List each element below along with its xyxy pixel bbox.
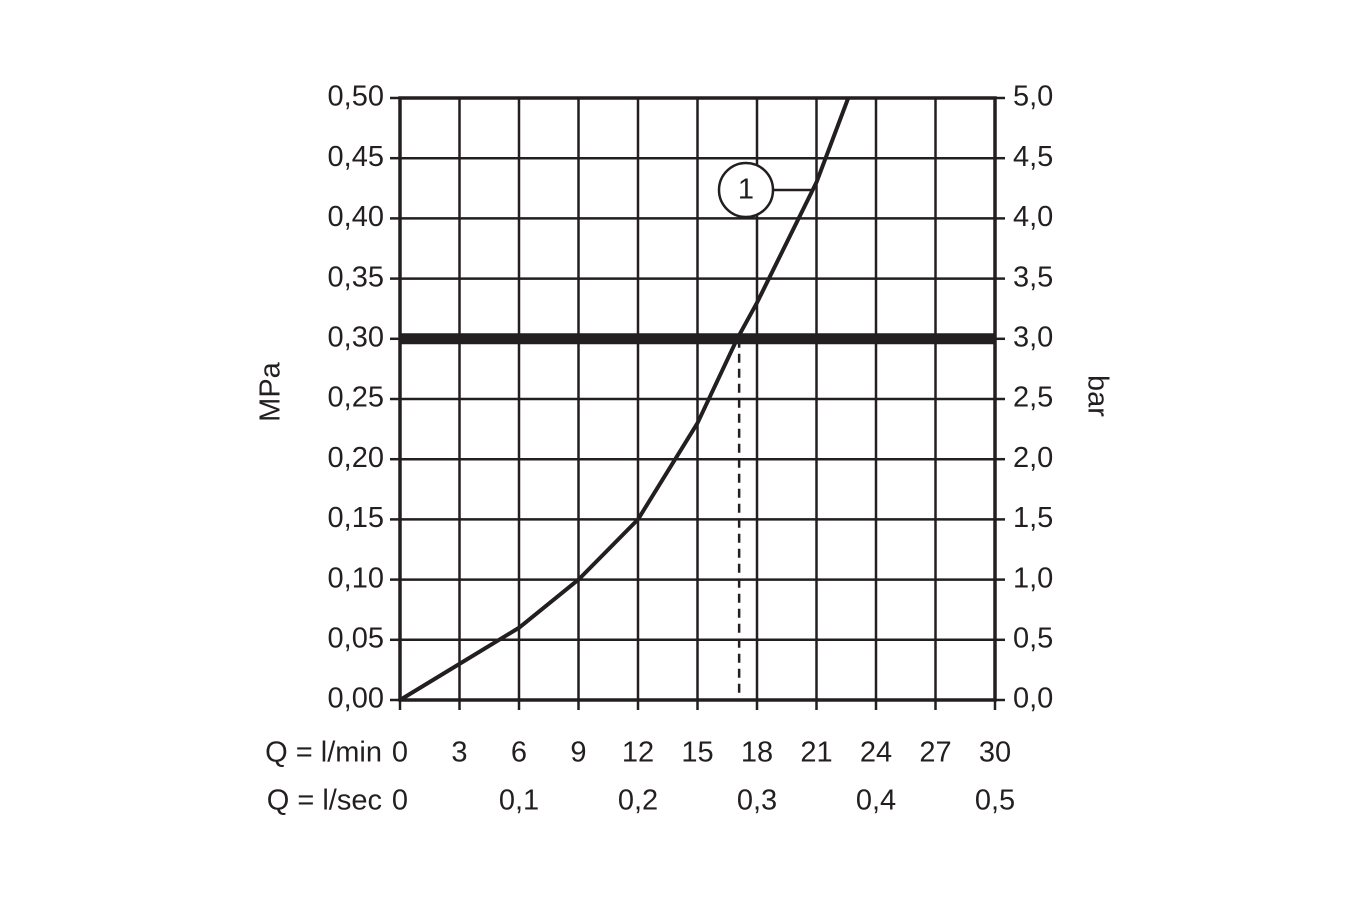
y-tick-label: 0,45 bbox=[328, 141, 384, 173]
x-tick-label: 15 bbox=[681, 737, 713, 769]
y-tick-label: 0,40 bbox=[328, 201, 384, 233]
x-tick-label: 30 bbox=[979, 737, 1011, 769]
x2-tick-label: 0,3 bbox=[737, 785, 777, 817]
y2-tick-label: 1,5 bbox=[1013, 502, 1053, 534]
x2-tick-label: 0 bbox=[392, 785, 408, 817]
y2-tick-label: 3,5 bbox=[1013, 261, 1053, 293]
x-tick-label: 6 bbox=[511, 737, 527, 769]
y-tick-label: 0,10 bbox=[328, 562, 384, 594]
y2-tick-label: 1,0 bbox=[1013, 562, 1053, 594]
x2-tick-label: 0,2 bbox=[618, 785, 658, 817]
x2-axis-label: Q = l/sec bbox=[267, 785, 382, 817]
x-tick-label: 0 bbox=[392, 737, 408, 769]
annotation: 1 bbox=[738, 174, 754, 206]
x2-tick-label: 0,4 bbox=[856, 785, 896, 817]
curve bbox=[398, 97, 851, 702]
y2-axis-label: bar bbox=[1081, 375, 1113, 417]
y-axis-label: MPa bbox=[255, 361, 287, 422]
x2-tick-label: 0,1 bbox=[499, 785, 539, 817]
x-axis-label: Q = l/min bbox=[265, 737, 382, 769]
annotation-circle bbox=[717, 161, 775, 219]
x-tick-label: 3 bbox=[451, 737, 467, 769]
x2-tick-label: 0,5 bbox=[975, 785, 1015, 817]
x-tick-label: 9 bbox=[570, 737, 586, 769]
y2-tick-label: 0,0 bbox=[1013, 683, 1053, 715]
x-tick-label: 24 bbox=[860, 737, 892, 769]
y-tick-label: 0,05 bbox=[328, 622, 384, 654]
y2-tick-label: 0,5 bbox=[1013, 622, 1053, 654]
y2-tick-label: 4,0 bbox=[1013, 201, 1053, 233]
x-tick-label: 18 bbox=[741, 737, 773, 769]
x-tick-label: 12 bbox=[622, 737, 654, 769]
y2-tick-label: 2,5 bbox=[1013, 382, 1053, 414]
y2-tick-label: 3,0 bbox=[1013, 321, 1053, 353]
y-tick-label: 0,30 bbox=[328, 321, 384, 353]
y-tick-label: 0,00 bbox=[328, 683, 384, 715]
plot-frame bbox=[398, 96, 997, 702]
y-tick-label: 0,20 bbox=[328, 442, 384, 474]
x-tick-label: 21 bbox=[800, 737, 832, 769]
y-tick-label: 0,35 bbox=[328, 261, 384, 293]
y-tick-label: 0,50 bbox=[328, 81, 384, 113]
y2-tick-label: 5,0 bbox=[1013, 81, 1053, 113]
y2-tick-label: 2,0 bbox=[1013, 442, 1053, 474]
x-tick-label: 27 bbox=[919, 737, 951, 769]
y-tick-label: 0,25 bbox=[328, 382, 384, 414]
y-tick-label: 0,15 bbox=[328, 502, 384, 534]
y2-tick-label: 4,5 bbox=[1013, 141, 1053, 173]
